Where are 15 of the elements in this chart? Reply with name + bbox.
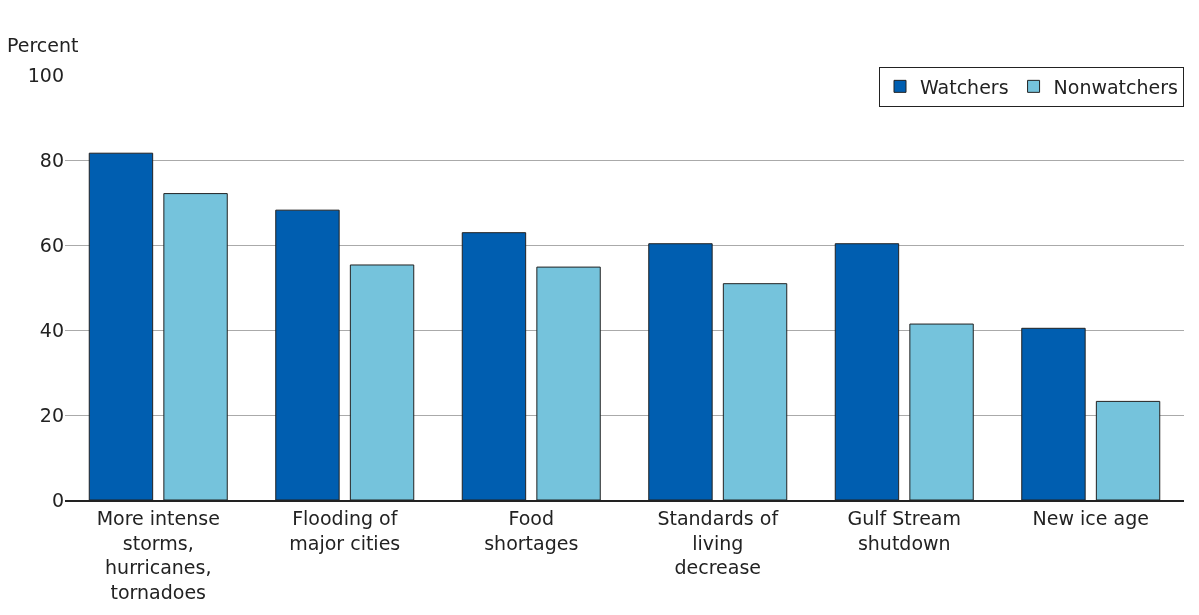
x-tick-label: Gulf Stream shutdown bbox=[847, 506, 962, 554]
x-tick-label: Standards of living decrease bbox=[657, 506, 780, 579]
x-tick-label: Food shortages bbox=[484, 506, 579, 554]
y-tick-label: 60 bbox=[39, 233, 64, 256]
x-tick-label: More intense storms, hurricanes, tornadoes bbox=[96, 506, 220, 603]
y-tick-label: 0 bbox=[51, 488, 64, 511]
y-tick-label: 40 bbox=[39, 318, 64, 341]
legend-label: Nonwatchers bbox=[1053, 75, 1178, 98]
x-tick-label: New ice age bbox=[1032, 506, 1149, 529]
y-axis-title: Percent bbox=[7, 34, 79, 56]
y-tick-label: 80 bbox=[39, 148, 64, 171]
y-tick-label: 100 bbox=[27, 63, 64, 86]
legend-label: Watchers bbox=[920, 75, 1009, 98]
x-tick-label: Flooding of major cities bbox=[289, 506, 401, 554]
y-tick-label: 20 bbox=[39, 403, 64, 426]
